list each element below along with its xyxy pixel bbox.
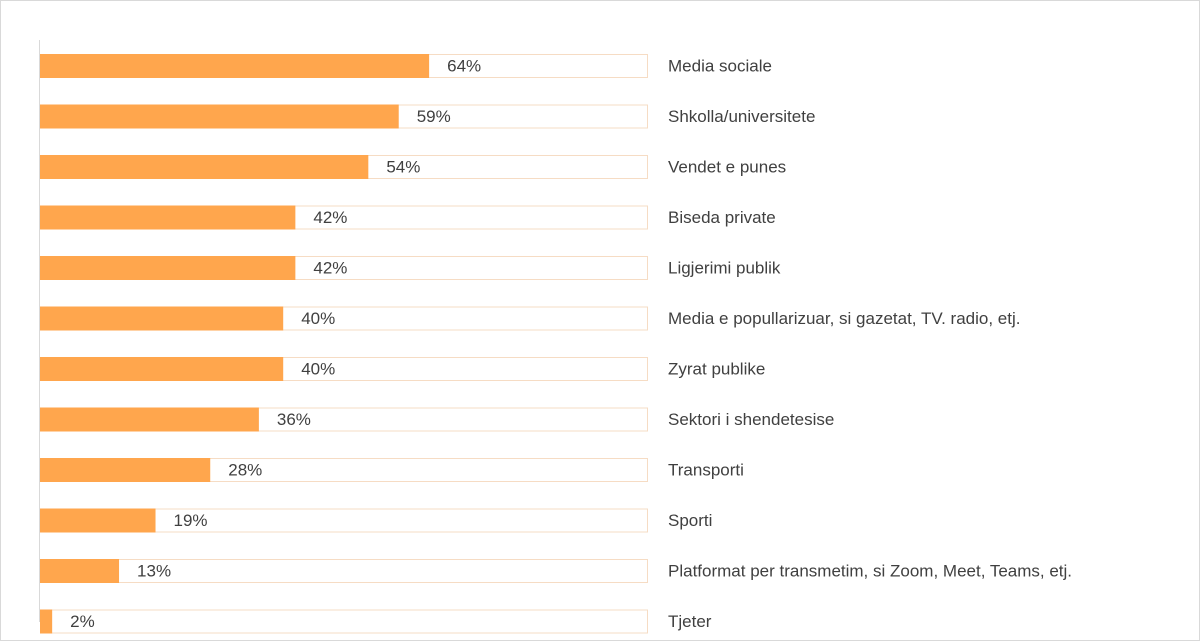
data-label: 42% — [313, 208, 347, 227]
data-label: 13% — [137, 561, 171, 580]
category-label: Ligjerimi publik — [668, 258, 781, 277]
bar-track — [40, 609, 648, 634]
category-label: Biseda private — [668, 208, 776, 227]
category-label: Media e popullarizuar, si gazetat, TV. r… — [668, 309, 1020, 328]
bar-track — [40, 559, 648, 583]
category-label: Shkolla/universitete — [668, 107, 815, 126]
bar — [40, 155, 369, 179]
bar — [40, 458, 211, 482]
bar — [40, 609, 53, 634]
category-label: Tjeter — [668, 612, 712, 631]
data-label: 64% — [447, 56, 481, 75]
category-label: Sporti — [668, 511, 712, 530]
bar — [40, 357, 284, 381]
data-label: 28% — [228, 460, 262, 479]
category-label: Platformat per transmetim, si Zoom, Meet… — [668, 561, 1072, 580]
data-label: 2% — [70, 612, 95, 631]
data-label: 42% — [313, 258, 347, 277]
data-label: 36% — [277, 410, 311, 429]
bar — [40, 205, 296, 230]
bar — [40, 54, 430, 78]
data-label: 59% — [417, 107, 451, 126]
bar — [40, 407, 259, 432]
category-label: Media sociale — [668, 56, 772, 75]
data-label: 54% — [386, 157, 420, 176]
category-label: Transporti — [668, 460, 744, 479]
bar — [40, 559, 120, 583]
bar — [40, 256, 296, 280]
data-label: 40% — [301, 359, 335, 378]
category-label: Vendet e punes — [668, 157, 786, 176]
data-label: 40% — [301, 309, 335, 328]
category-label: Zyrat publike — [668, 359, 765, 378]
bar — [40, 306, 284, 331]
bar — [40, 508, 156, 533]
data-label: 19% — [174, 511, 208, 530]
bar — [40, 104, 399, 129]
category-label: Sektori i shendetesise — [668, 410, 834, 429]
